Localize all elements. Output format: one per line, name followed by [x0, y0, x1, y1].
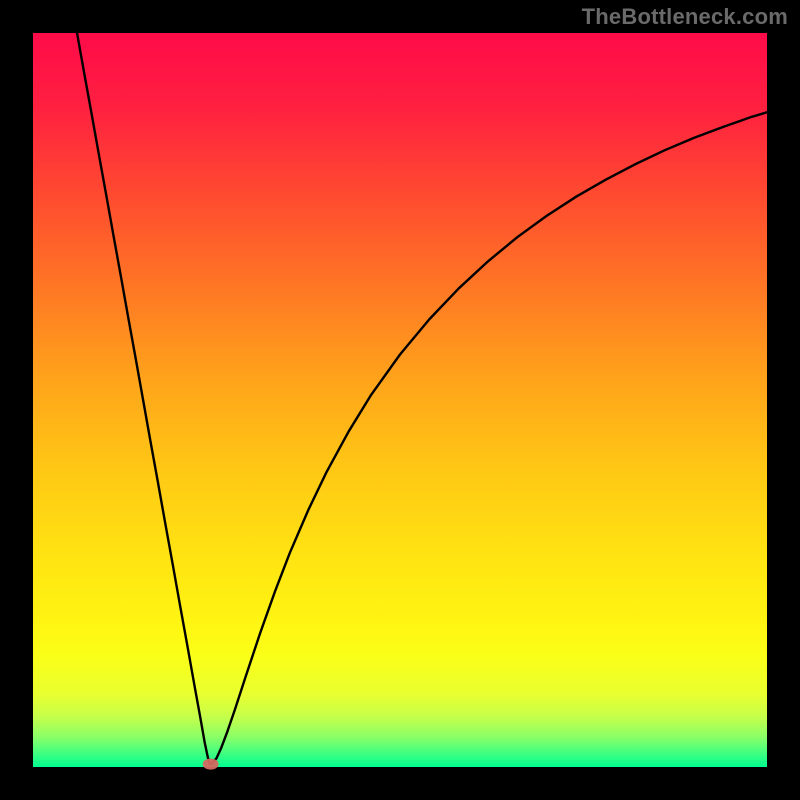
chart-canvas — [0, 0, 800, 800]
optimal-point-marker — [203, 759, 219, 770]
bottleneck-chart: TheBottleneck.com — [0, 0, 800, 800]
watermark-text: TheBottleneck.com — [582, 4, 788, 30]
